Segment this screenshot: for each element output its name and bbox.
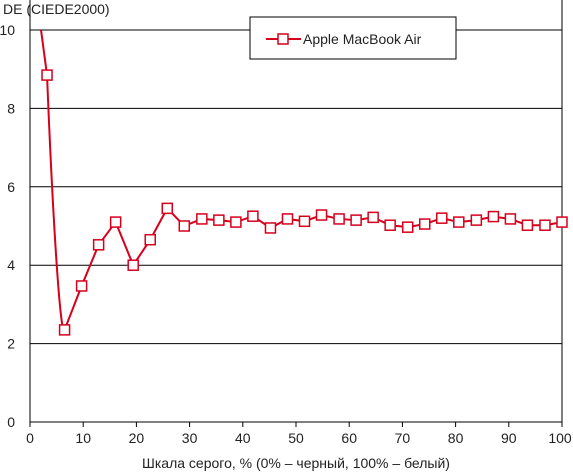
x-tick-label: 30 <box>182 430 198 446</box>
y-tick-label: 6 <box>7 179 15 195</box>
data-point <box>298 215 311 228</box>
data-point <box>315 209 328 221</box>
x-tick-label: 100 <box>548 430 572 446</box>
y-tick-label: 0 <box>7 414 15 430</box>
series-line-0 <box>40 29 563 332</box>
legend-label: Apple MacBook Air <box>303 31 422 47</box>
data-point <box>418 218 431 230</box>
data-point <box>109 216 122 228</box>
data-point <box>161 202 174 215</box>
series-layer <box>40 29 568 336</box>
data-point <box>58 324 71 336</box>
data-point <box>127 259 139 271</box>
x-tick-label: 40 <box>235 430 251 446</box>
y-tick-label: 2 <box>7 336 15 352</box>
data-point <box>453 216 465 228</box>
x-tick-label: 50 <box>288 430 304 446</box>
x-tick-label: 60 <box>341 430 357 446</box>
x-tick-label: 80 <box>448 430 464 446</box>
y-axis-label: DE (CIEDE2000) <box>3 1 110 17</box>
x-tick-label: 90 <box>501 430 517 446</box>
y-tick-label: 10 <box>0 22 15 38</box>
x-tick-label: 20 <box>129 430 145 446</box>
data-point <box>247 210 259 222</box>
data-point <box>230 216 242 228</box>
data-point <box>41 69 53 81</box>
data-point <box>367 211 379 224</box>
legend-marker <box>277 33 289 45</box>
legend: Apple MacBook Air <box>249 16 457 60</box>
grid-layer <box>30 29 562 345</box>
data-point <box>384 219 396 231</box>
data-point <box>539 219 551 231</box>
data-point <box>487 210 500 223</box>
data-point <box>556 216 568 228</box>
x-axis-label: Шкала серого, % (0% – черный, 100% – бел… <box>142 455 450 471</box>
data-point <box>401 221 414 233</box>
data-point <box>350 214 362 226</box>
x-tick-label: 70 <box>395 430 411 446</box>
tick-labels: 0 10 20 30 40 50 60 70 80 90 100 0 2 4 6 8 10 <box>0 22 572 446</box>
data-point <box>333 213 345 225</box>
data-point <box>75 280 88 292</box>
y-tick-label: 8 <box>7 100 15 116</box>
data-point <box>144 233 156 246</box>
y-tick-label: 4 <box>7 257 15 273</box>
data-point <box>521 219 534 231</box>
data-point <box>281 213 294 225</box>
data-point <box>213 214 225 226</box>
data-point <box>196 213 208 225</box>
data-point <box>470 214 483 226</box>
data-point <box>436 212 448 224</box>
data-point <box>92 239 105 251</box>
x-tick-label: 0 <box>26 430 34 446</box>
data-point <box>178 220 191 232</box>
x-tick-label: 10 <box>75 430 91 446</box>
data-point <box>264 222 277 234</box>
axes-layer <box>29 0 563 427</box>
data-point <box>504 213 517 225</box>
